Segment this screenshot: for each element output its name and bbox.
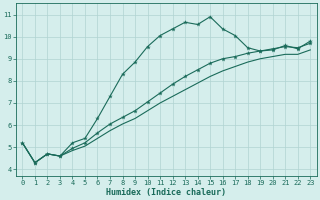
X-axis label: Humidex (Indice chaleur): Humidex (Indice chaleur) [106, 188, 226, 197]
